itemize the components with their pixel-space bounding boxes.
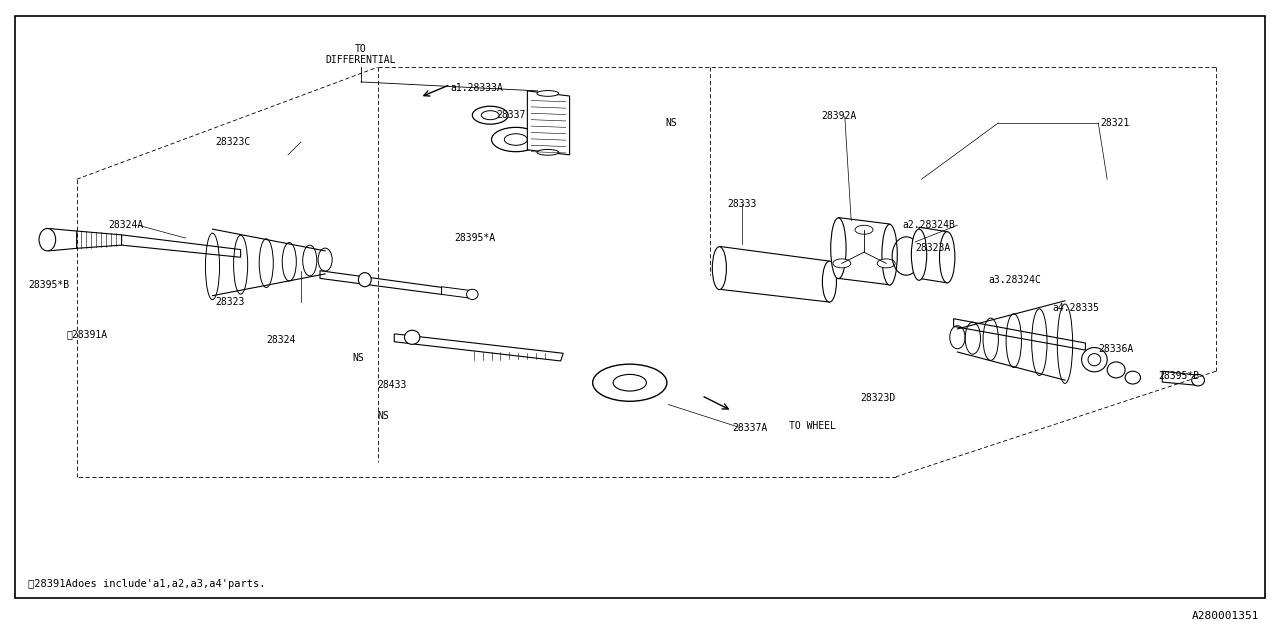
- Polygon shape: [77, 231, 122, 248]
- Polygon shape: [719, 246, 829, 302]
- Text: TO WHEEL: TO WHEEL: [790, 421, 836, 431]
- Ellipse shape: [404, 330, 420, 344]
- Ellipse shape: [593, 364, 667, 401]
- Text: 28324A: 28324A: [109, 220, 145, 230]
- Text: 28433: 28433: [378, 380, 407, 390]
- Polygon shape: [49, 228, 77, 251]
- Ellipse shape: [713, 246, 727, 289]
- Text: 28323: 28323: [215, 297, 244, 307]
- Polygon shape: [527, 91, 570, 155]
- Polygon shape: [954, 319, 1085, 350]
- Text: NS: NS: [666, 118, 677, 128]
- Text: 28392A: 28392A: [822, 111, 858, 122]
- Text: 28333: 28333: [727, 198, 756, 209]
- Ellipse shape: [877, 259, 895, 268]
- Text: NS: NS: [378, 411, 389, 421]
- Ellipse shape: [831, 218, 846, 279]
- Ellipse shape: [911, 229, 927, 280]
- Ellipse shape: [613, 374, 646, 391]
- Text: 28324: 28324: [266, 335, 296, 346]
- Ellipse shape: [358, 273, 371, 287]
- Text: 28395*B: 28395*B: [28, 280, 69, 290]
- Ellipse shape: [538, 149, 559, 155]
- Ellipse shape: [466, 289, 479, 300]
- Ellipse shape: [38, 228, 56, 251]
- Text: ※28391A: ※28391A: [67, 329, 108, 339]
- Text: 28321: 28321: [1101, 118, 1130, 128]
- Text: TO: TO: [355, 44, 367, 54]
- Ellipse shape: [1192, 374, 1204, 386]
- Ellipse shape: [855, 225, 873, 234]
- Polygon shape: [919, 227, 947, 283]
- Text: a2.28324B: a2.28324B: [902, 220, 955, 230]
- Text: DIFFERENTIAL: DIFFERENTIAL: [325, 55, 397, 65]
- Polygon shape: [320, 271, 442, 294]
- Text: a4.28335: a4.28335: [1052, 303, 1100, 314]
- Text: 28323C: 28323C: [215, 137, 251, 147]
- Polygon shape: [122, 235, 241, 257]
- Text: 28337: 28337: [497, 110, 526, 120]
- Text: 28336A: 28336A: [1098, 344, 1134, 354]
- Text: 28337A: 28337A: [732, 422, 768, 433]
- Ellipse shape: [940, 232, 955, 283]
- Text: 28395*A: 28395*A: [454, 233, 495, 243]
- Ellipse shape: [538, 91, 559, 97]
- Text: 28323A: 28323A: [915, 243, 951, 253]
- Text: a3.28324C: a3.28324C: [988, 275, 1041, 285]
- Polygon shape: [442, 287, 471, 298]
- Text: A280001351: A280001351: [1192, 611, 1260, 621]
- Polygon shape: [1162, 371, 1197, 385]
- Ellipse shape: [833, 259, 851, 268]
- Text: ※28391Adoes include'a1,a2,a3,a4'parts.: ※28391Adoes include'a1,a2,a3,a4'parts.: [28, 579, 266, 589]
- Polygon shape: [394, 334, 563, 361]
- Text: a1.28333A: a1.28333A: [451, 83, 503, 93]
- Text: 28323D: 28323D: [860, 393, 896, 403]
- Text: NS: NS: [352, 353, 364, 364]
- Text: 28395*B: 28395*B: [1158, 371, 1199, 381]
- Polygon shape: [838, 218, 890, 285]
- Ellipse shape: [882, 225, 897, 285]
- Ellipse shape: [823, 261, 837, 302]
